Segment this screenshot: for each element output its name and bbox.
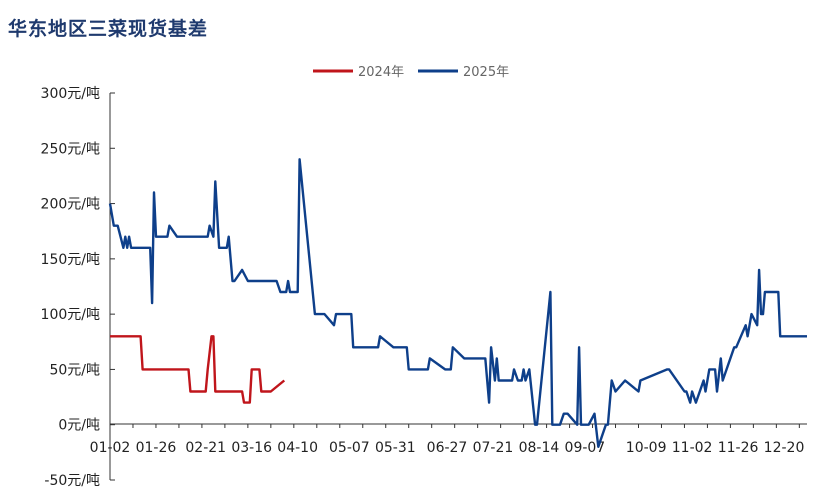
x-tick-label: 09-07 xyxy=(565,440,606,456)
x-tick-label: 02-21 xyxy=(185,440,226,456)
series-line-2 xyxy=(108,158,807,448)
legend-label: 2024年 xyxy=(358,65,404,80)
y-tick-label: 250元/吨 xyxy=(41,141,100,157)
x-tick-label: 05-31 xyxy=(375,440,416,456)
x-tick-label: 11-26 xyxy=(718,440,759,456)
y-tick-label: 150元/吨 xyxy=(41,252,100,268)
legend-label: 2025年 xyxy=(463,65,509,80)
chart-title: 华东地区三菜现货基差 xyxy=(8,18,209,40)
x-tick-label: 10-09 xyxy=(626,440,667,456)
y-tick-label: 200元/吨 xyxy=(41,197,100,213)
x-tick-label: 01-26 xyxy=(136,440,177,456)
legend: 2024年 2025年 xyxy=(313,65,509,80)
series-layer xyxy=(108,158,807,448)
x-tick-label: 07-21 xyxy=(473,440,514,456)
axes: -50元/吨 0元/吨 50元/吨 100元/吨 150元/吨 200元/吨 250元/吨 3… xyxy=(41,86,807,489)
y-tick-label: 0元/吨 xyxy=(58,418,100,434)
y-tick-label: 300元/吨 xyxy=(41,86,100,102)
x-tick-label: 03-16 xyxy=(231,440,272,456)
x-tick-label: 04-10 xyxy=(277,440,318,456)
x-tick-label: 05-07 xyxy=(329,440,370,456)
x-tick-label: 11-02 xyxy=(672,440,713,456)
x-tick-label: 06-27 xyxy=(427,440,468,456)
y-tick-label: -50元/吨 xyxy=(44,473,100,489)
y-tick-label: 50元/吨 xyxy=(49,362,100,378)
x-tick-label: 08-14 xyxy=(519,440,560,456)
y-tick-label: 100元/吨 xyxy=(41,307,100,323)
x-tick-label: 01-02 xyxy=(90,440,131,456)
series-line-1 xyxy=(110,335,286,404)
x-tick-label: 12-20 xyxy=(764,440,805,456)
